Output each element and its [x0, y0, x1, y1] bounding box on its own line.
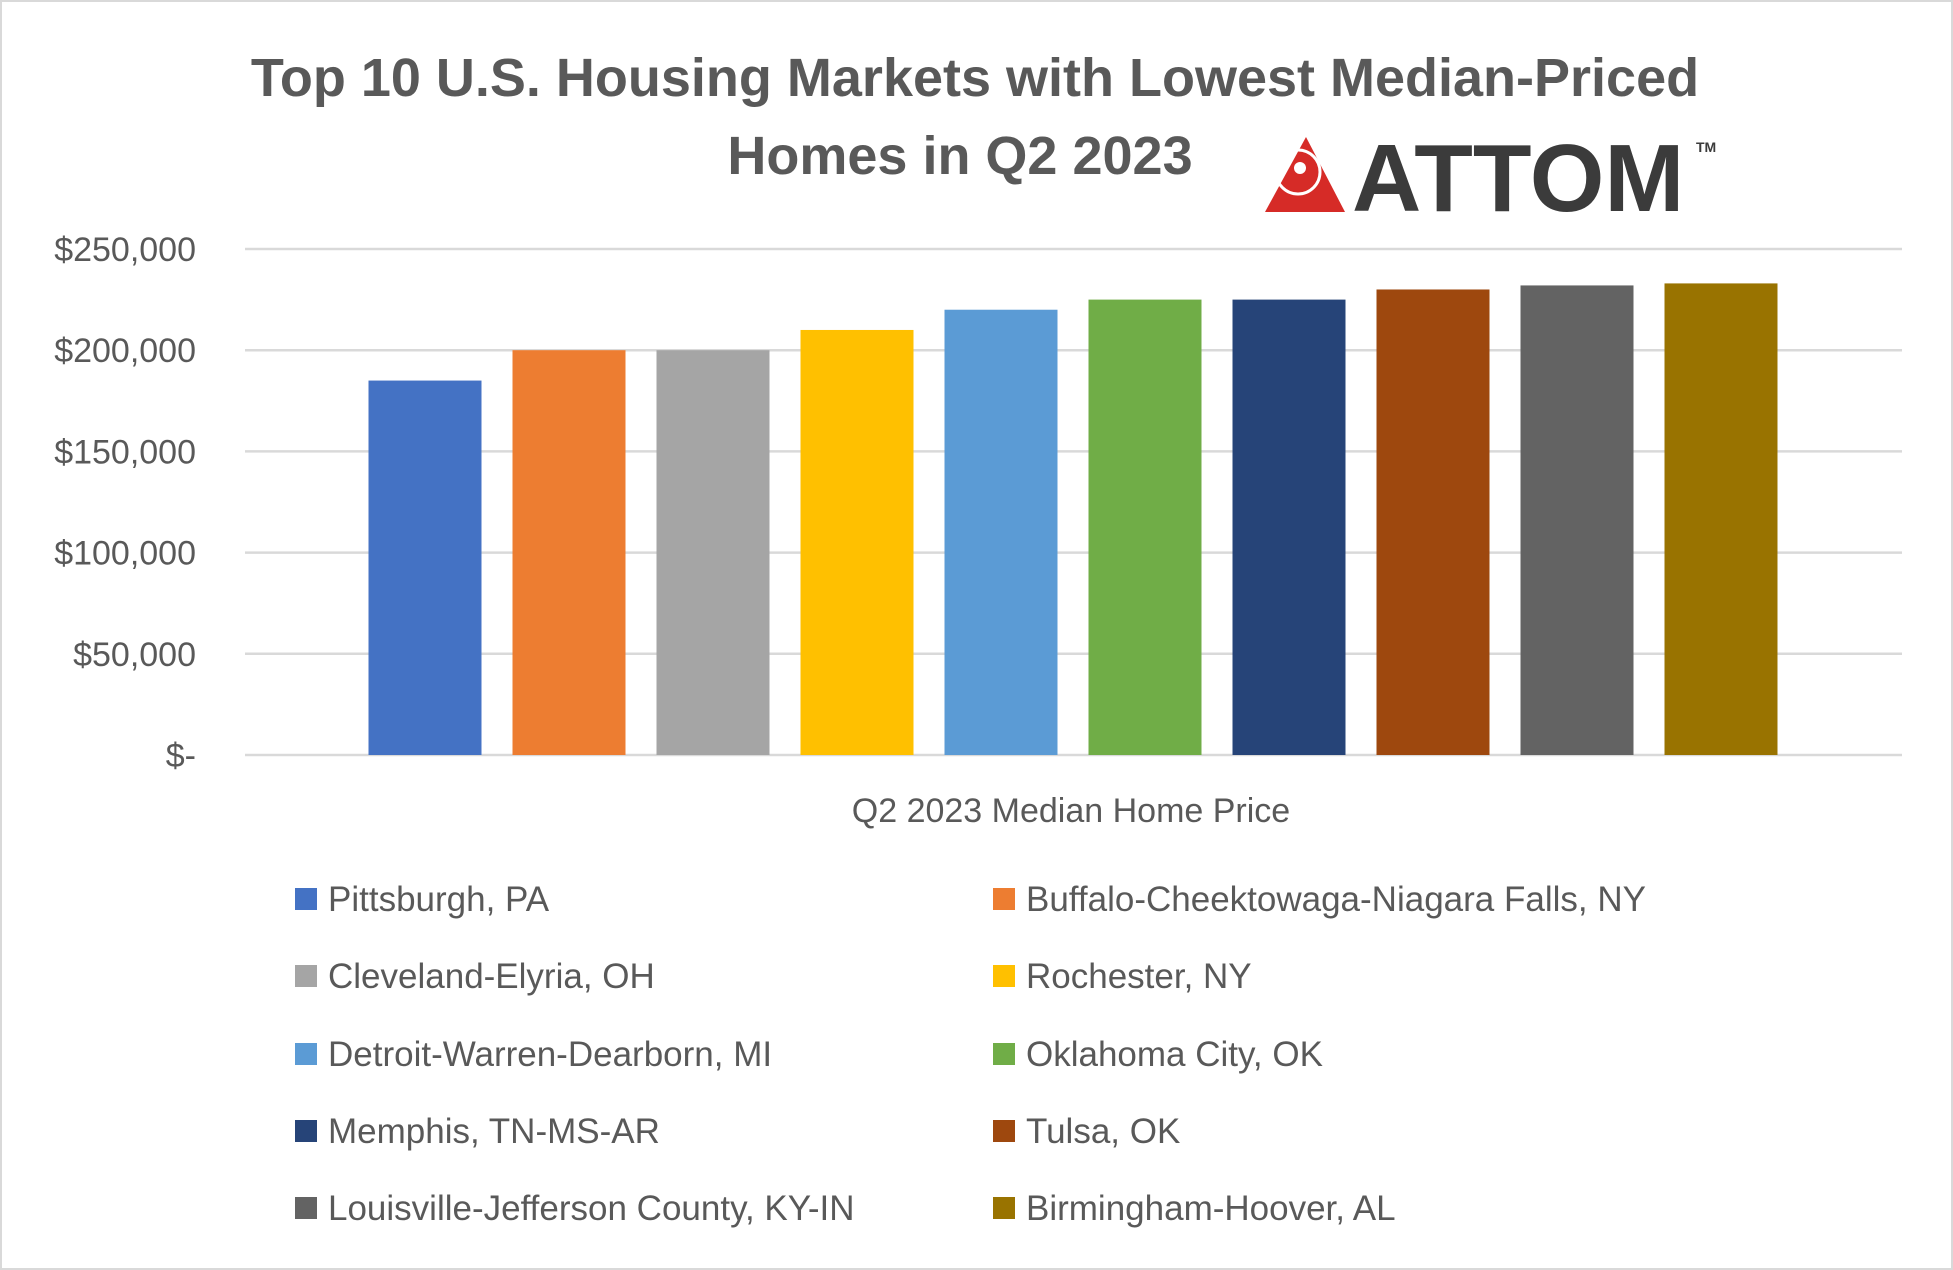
- legend-item: Detroit-Warren-Dearborn, MI: [295, 1035, 772, 1074]
- bar: [1376, 289, 1490, 755]
- legend-swatch: [295, 1197, 317, 1219]
- legend-item: Louisville-Jefferson County, KY-IN: [295, 1189, 855, 1228]
- bar: [656, 350, 770, 755]
- legend-label: Louisville-Jefferson County, KY-IN: [328, 1189, 855, 1228]
- legend-swatch: [295, 965, 317, 987]
- bar: [512, 350, 626, 755]
- legend-item: Rochester, NY: [993, 957, 1252, 996]
- attom-logo-tm: TM: [1696, 139, 1716, 155]
- legend-swatch: [993, 888, 1015, 910]
- y-tick-label: $-: [166, 737, 196, 775]
- legend-swatch: [993, 1120, 1015, 1142]
- legend-item: Birmingham-Hoover, AL: [993, 1189, 1396, 1228]
- legend-label: Birmingham-Hoover, AL: [1026, 1189, 1396, 1228]
- chart-title-line-1: Top 10 U.S. Housing Markets with Lowest …: [251, 48, 1699, 108]
- legend-label: Tulsa, OK: [1026, 1112, 1180, 1151]
- bar: [1664, 283, 1778, 755]
- legend-label: Pittsburgh, PA: [328, 880, 550, 919]
- legend-swatch: [993, 1043, 1015, 1065]
- y-tick-label: $150,000: [54, 433, 196, 471]
- legend-label: Cleveland-Elyria, OH: [328, 957, 655, 996]
- attom-logo: ATTOM TM: [1265, 125, 1716, 232]
- legend-swatch: [295, 1120, 317, 1142]
- legend-item: Tulsa, OK: [993, 1112, 1180, 1151]
- legend-item: Oklahoma City, OK: [993, 1035, 1323, 1074]
- bar: [368, 380, 482, 755]
- legend-label: Rochester, NY: [1026, 957, 1252, 996]
- legend-label: Oklahoma City, OK: [1026, 1035, 1323, 1074]
- legend-swatch: [993, 1197, 1015, 1219]
- legend-item: Pittsburgh, PA: [295, 880, 550, 919]
- legend-item: Memphis, TN-MS-AR: [295, 1112, 660, 1151]
- bar: [1520, 285, 1634, 755]
- legend-item: Buffalo-Cheektowaga-Niagara Falls, NY: [993, 880, 1646, 919]
- legend-swatch: [295, 1043, 317, 1065]
- y-tick-label: $50,000: [73, 636, 196, 674]
- bar: [800, 329, 914, 755]
- x-axis-label: Q2 2023 Median Home Price: [852, 792, 1290, 830]
- legend-label: Detroit-Warren-Dearborn, MI: [328, 1035, 772, 1074]
- y-tick-label: $200,000: [54, 332, 196, 370]
- y-tick-label: $250,000: [54, 231, 196, 269]
- chart-title-line-2: Homes in Q2 2023: [727, 126, 1192, 186]
- legend-label: Buffalo-Cheektowaga-Niagara Falls, NY: [1026, 880, 1646, 919]
- attom-logo-icon: [1265, 137, 1345, 212]
- attom-logo-text: ATTOM: [1352, 125, 1684, 232]
- legend-item: Cleveland-Elyria, OH: [295, 957, 655, 996]
- y-tick-label: $100,000: [54, 535, 196, 573]
- legend-swatch: [993, 965, 1015, 987]
- legend-swatch: [295, 888, 317, 910]
- bar: [1088, 299, 1202, 755]
- bar: [1232, 299, 1346, 755]
- legend-label: Memphis, TN-MS-AR: [328, 1112, 660, 1151]
- bar: [944, 309, 1058, 755]
